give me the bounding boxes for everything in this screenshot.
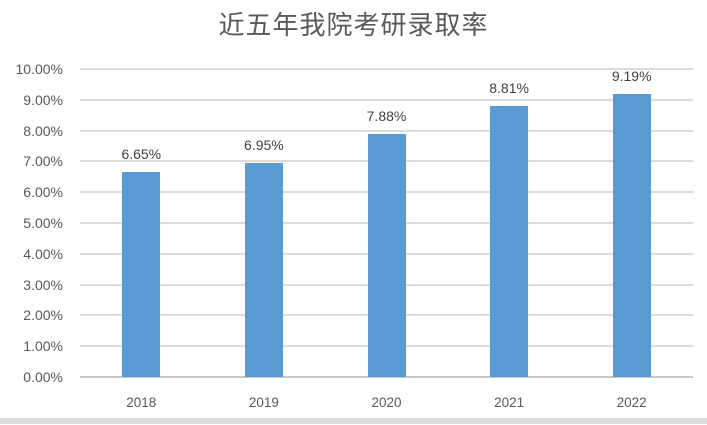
chart-title: 近五年我院考研录取率 — [218, 10, 489, 40]
gridline — [80, 129, 693, 132]
y-tick-label: 1.00% — [23, 338, 63, 355]
bar-2022 — [612, 93, 651, 377]
gridline — [80, 98, 693, 101]
bar-2020 — [367, 134, 406, 377]
bar-2021 — [490, 105, 529, 377]
y-tick-label: 3.00% — [23, 276, 63, 293]
x-tick-label: 2021 — [494, 395, 525, 410]
gridline — [80, 68, 693, 70]
x-tick-label: 2018 — [126, 395, 157, 410]
y-tick-label: 8.00% — [23, 122, 63, 139]
x-tick-label: 2019 — [248, 395, 279, 410]
x-axis-line — [80, 376, 693, 378]
bar-value-label: 8.81% — [489, 79, 529, 96]
y-tick-label: 2.00% — [23, 307, 63, 324]
plot-area: 6.65% 6.95% 7.88% 8.81% 9.19% — [80, 67, 693, 378]
bottom-edge-strip — [0, 418, 707, 424]
bar-value-label: 7.88% — [366, 108, 407, 125]
y-tick-label: 4.00% — [23, 245, 63, 262]
bar-2018 — [122, 172, 161, 377]
x-tick-label: 2020 — [371, 395, 402, 410]
x-tick-label: 2022 — [616, 395, 647, 410]
y-tick-label: 0.00% — [23, 369, 63, 385]
y-tick-label: 7.00% — [23, 153, 63, 170]
bar-2019 — [244, 162, 283, 377]
y-tick-label: 10.00% — [15, 61, 63, 77]
bar-value-label: 6.95% — [244, 136, 284, 153]
bar-value-label: 9.19% — [611, 67, 652, 84]
bar-value-label: 6.65% — [121, 146, 162, 163]
y-tick-label: 6.00% — [23, 184, 63, 201]
y-tick-label: 5.00% — [23, 215, 63, 231]
y-tick-label: 9.00% — [23, 91, 63, 108]
